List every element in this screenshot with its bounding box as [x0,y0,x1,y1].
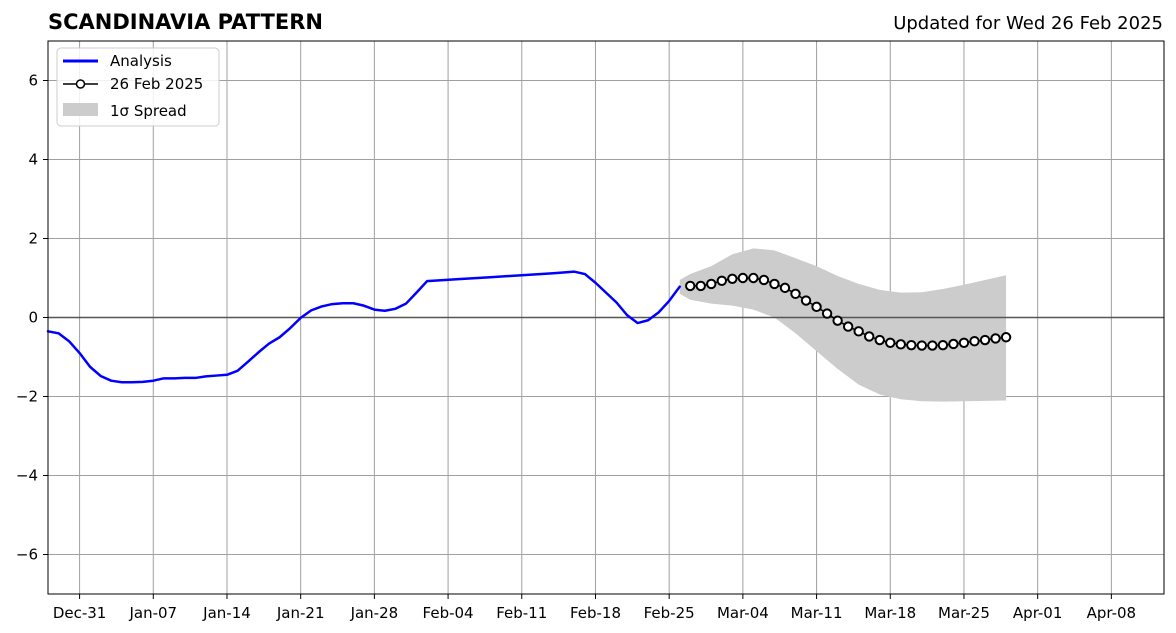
forecast-point [685,280,696,292]
forecast-point [990,333,1001,344]
forecast-point [769,278,780,290]
forecast-point [958,337,970,348]
x-tick-label: Dec-31 [53,604,107,622]
y-tick-label: 6 [28,72,38,90]
forecast-point [695,280,706,292]
legend-spread-swatch [63,103,98,116]
forecast-point [758,274,770,286]
x-tick-label: Jan-14 [202,604,251,622]
x-tick-label: Feb-25 [644,604,695,622]
x-tick-label: Apr-08 [1087,604,1137,622]
forecast-point [916,340,928,351]
chart-title: SCANDINAVIA PATTERN [48,10,323,34]
x-tick-label: Jan-28 [350,604,399,622]
forecast-point [748,272,759,284]
y-tick-label: 2 [28,230,38,248]
legend-forecast-swatch-marker [75,79,86,89]
forecast-point [969,336,980,347]
forecast-point [779,282,791,294]
y-tick-label: 0 [28,309,38,327]
spread-band-layer [679,248,1007,402]
x-tick-label: Mar-18 [864,604,916,622]
forecast-point [727,273,738,284]
spread-band [679,248,1007,402]
forecast-point [811,301,822,313]
forecast-point [937,339,949,351]
series-layer [46,270,1012,384]
forecast-point [979,334,991,346]
x-tick-label: Feb-11 [496,604,547,622]
forecast-point [821,308,833,319]
forecast-point [800,295,812,306]
forecast-point [1000,332,1012,343]
forecast-point [716,275,728,286]
y-tick-label: 4 [28,151,38,169]
forecast-point [706,278,717,290]
chart-subtitle: Updated for Wed 26 Feb 2025 [893,13,1163,34]
legend: Analysis 26 Feb 2025 1σ Spread [56,47,220,127]
legend-forecast-label: 26 Feb 2025 [110,75,203,93]
x-axis: Dec-31 Jan-07 Jan-14 Jan-21 Jan-28 Feb-04 Feb-… [53,594,1136,622]
y-tick-label: −6 [16,546,38,564]
forecast-point [864,331,875,342]
x-tick-label: Jan-21 [276,604,325,622]
x-tick-label: Jan-07 [128,604,177,622]
forecast-point [737,272,749,284]
forecast-point [895,339,906,350]
forecast-point [842,321,854,332]
analysis-line [46,270,681,384]
forecast-point [885,337,896,348]
x-tick-label: Mar-25 [938,604,990,622]
forecast-point [927,340,938,351]
forecast-point [832,315,843,326]
y-axis: −6 −4 −2 0 2 4 6 [16,72,48,564]
x-tick-label: Feb-04 [423,604,474,622]
y-tick-label: −2 [16,388,38,406]
legend-spread-label: 1σ Spread [110,102,187,120]
x-tick-label: Mar-04 [717,604,769,622]
x-tick-label: Mar-11 [791,604,843,622]
forecast-point [906,339,917,351]
legend-analysis-label: Analysis [110,52,172,70]
forecast-point [874,334,885,346]
x-tick-label: Feb-18 [570,604,621,622]
forecast-point [790,288,801,299]
x-tick-label: Apr-01 [1013,604,1063,622]
forecast-point [853,326,864,337]
forecast-point [948,338,959,350]
y-tick-label: −4 [16,467,38,485]
